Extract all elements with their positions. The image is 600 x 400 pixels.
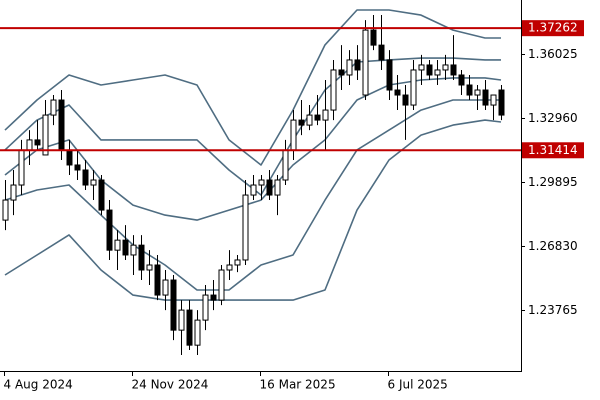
- candle-body: [226, 264, 233, 271]
- candle-body: [410, 69, 417, 106]
- candle-body: [114, 239, 121, 251]
- y-tick-label: 1.29895: [528, 175, 578, 189]
- candle-body: [314, 114, 321, 121]
- candle-body: [122, 239, 129, 256]
- band-line: [4, 99, 501, 291]
- candle-body: [210, 294, 217, 301]
- candle-body: [250, 184, 257, 196]
- x-tick-label: 16 Mar 2025: [260, 378, 336, 392]
- candle-body: [418, 64, 425, 71]
- y-tick-label: 1.36025: [528, 47, 578, 61]
- candle-body: [50, 99, 57, 116]
- candle-body: [290, 119, 297, 151]
- candle-body: [2, 199, 9, 221]
- candle-body: [26, 139, 33, 151]
- level-label: 1.37262: [528, 21, 578, 35]
- candle-body: [218, 269, 225, 301]
- candle-body: [42, 114, 49, 156]
- candle-body: [306, 114, 313, 126]
- y-tick-label: 1.26830: [528, 239, 578, 253]
- candle-body: [466, 84, 473, 96]
- candle-body: [498, 89, 505, 116]
- candle-body: [426, 64, 433, 76]
- x-tick-label: 4 Aug 2024: [4, 378, 73, 392]
- candle-body: [378, 44, 385, 61]
- candle-body: [178, 309, 185, 331]
- candle-body: [354, 59, 361, 71]
- candle-body: [450, 64, 457, 76]
- y-tick-label: 1.32960: [528, 111, 578, 125]
- candle-body: [258, 179, 265, 186]
- candle-body: [82, 169, 89, 186]
- candle-body: [170, 279, 177, 331]
- level-label-box: [522, 20, 584, 37]
- candle-body: [346, 59, 353, 76]
- candle-body: [322, 109, 329, 121]
- level-label: 1.31414: [528, 143, 578, 157]
- candle-body: [442, 64, 449, 71]
- level-label-box: [522, 142, 584, 159]
- candle-body: [34, 139, 41, 146]
- candle-body: [482, 89, 489, 106]
- candle-body: [402, 94, 409, 106]
- candle-body: [298, 119, 305, 126]
- candle-body: [106, 209, 113, 251]
- candle-body: [362, 29, 369, 96]
- candle-body: [370, 29, 377, 46]
- candle-body: [154, 264, 161, 296]
- candle-body: [458, 74, 465, 86]
- candle-body: [282, 149, 289, 181]
- candle-body: [90, 179, 97, 186]
- candle-body: [186, 309, 193, 346]
- candle-body: [490, 94, 497, 106]
- candle-body: [10, 184, 17, 201]
- candle-body: [58, 99, 65, 151]
- candle-body: [394, 89, 401, 96]
- candle-body: [242, 194, 249, 261]
- band-line: [4, 9, 501, 166]
- x-tick-label: 24 Nov 2024: [132, 378, 209, 392]
- candle-body: [234, 259, 241, 266]
- band-line: [4, 77, 502, 221]
- candle-body: [386, 59, 393, 91]
- candle-body: [274, 179, 281, 196]
- candle-body: [130, 244, 137, 256]
- candle-body: [202, 294, 209, 321]
- candle-body: [266, 179, 273, 196]
- x-tick-label: 6 Jul 2025: [388, 378, 448, 392]
- candle-body: [18, 149, 25, 186]
- band-line: [4, 119, 502, 301]
- candle-body: [74, 164, 81, 171]
- candle-body: [194, 319, 201, 346]
- candle-body: [474, 89, 481, 96]
- candle-body: [434, 69, 441, 76]
- candle-body: [138, 244, 145, 271]
- candle-body: [330, 69, 337, 111]
- candle-body: [162, 279, 169, 296]
- candle-body: [146, 264, 153, 271]
- candle-body: [98, 179, 105, 211]
- y-tick-label: 1.23765: [528, 303, 578, 317]
- candle-body: [66, 149, 73, 166]
- candle-body: [338, 69, 345, 76]
